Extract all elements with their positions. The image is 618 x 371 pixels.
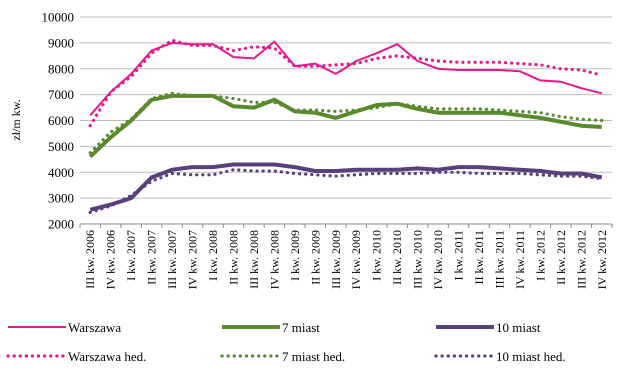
- x-tick-label: IV kw. 2006: [104, 230, 118, 289]
- legend-label: 10 miast: [496, 320, 541, 335]
- y-tick-label: 2000: [48, 217, 74, 232]
- series-line-7-miast-hed: [90, 93, 602, 153]
- x-tick-label: III kw. 2007: [165, 230, 179, 289]
- series-line-10-miast: [90, 165, 602, 210]
- x-tick-label: III kw. 2011: [492, 230, 506, 288]
- series-line-10-miast-hed: [90, 170, 602, 213]
- legend-label: Warszawa hed.: [68, 349, 146, 364]
- x-tick-label: IV kw. 2012: [595, 230, 609, 289]
- y-tick-label: 4000: [48, 165, 74, 180]
- x-tick-label: II kw. 2010: [390, 230, 404, 285]
- x-tick-label: III kw. 2010: [411, 230, 425, 289]
- x-axis-ticks: III kw. 2006 IV kw. 2006 I kw. 2007 II kw. …: [83, 230, 609, 289]
- x-tick-label: IV kw. 2007: [186, 230, 200, 289]
- y-tick-label: 7000: [48, 87, 74, 102]
- x-tick-label: II kw. 2011: [472, 230, 486, 284]
- y-tick-label: 8000: [48, 61, 74, 76]
- x-tick-label: IV kw. 2009: [349, 230, 363, 289]
- x-tick-label: I kw. 2009: [288, 230, 302, 281]
- y-tick-label: 6000: [48, 113, 74, 128]
- x-tick-label: I kw. 2007: [124, 230, 138, 281]
- x-tick-label: I kw. 2008: [206, 230, 220, 281]
- legend-label: 10 miast hed.: [496, 349, 566, 364]
- legend-label: 7 miast hed.: [282, 349, 345, 364]
- y-tick-label: 9000: [48, 35, 74, 50]
- series-line-warszawa: [90, 42, 602, 116]
- series-lines: [90, 40, 602, 212]
- x-tick-label: I kw. 2012: [533, 230, 547, 281]
- y-tick-label: 3000: [48, 191, 74, 206]
- x-tick-label: III kw. 2012: [574, 230, 588, 289]
- x-tick-label: II kw. 2007: [145, 230, 159, 285]
- legend-label: 7 miast: [282, 320, 320, 335]
- legend-label: Warszawa: [68, 320, 121, 335]
- y-tick-label: 10000: [42, 10, 75, 25]
- y-axis-ticks: 2000 3000 4000 5000 6000 7000 8000 9000 10000: [42, 10, 75, 232]
- x-tick-label: I kw. 2010: [370, 230, 384, 281]
- x-tick-label: II kw. 2012: [554, 230, 568, 285]
- x-tick-label: IV kw. 2008: [267, 230, 281, 289]
- x-tick-label: III kw. 2006: [83, 230, 97, 289]
- series-line-7-miast: [90, 96, 602, 157]
- x-tick-label: I kw. 2011: [452, 230, 466, 280]
- grid: [80, 17, 612, 228]
- x-tick-label: IV kw. 2011: [513, 230, 527, 289]
- y-tick-label: 5000: [48, 139, 74, 154]
- legend: Warszawa 7 miast 10 miast Warszawa hed. 7 mi…: [8, 320, 566, 364]
- y-axis-label: zł/m kw.: [9, 99, 23, 140]
- x-tick-label: II kw. 2008: [226, 230, 240, 285]
- x-tick-label: IV kw. 2010: [431, 230, 445, 289]
- x-tick-label: II kw. 2009: [308, 230, 322, 285]
- x-tick-label: III kw. 2009: [329, 230, 343, 289]
- x-tick-label: III kw. 2008: [247, 230, 261, 289]
